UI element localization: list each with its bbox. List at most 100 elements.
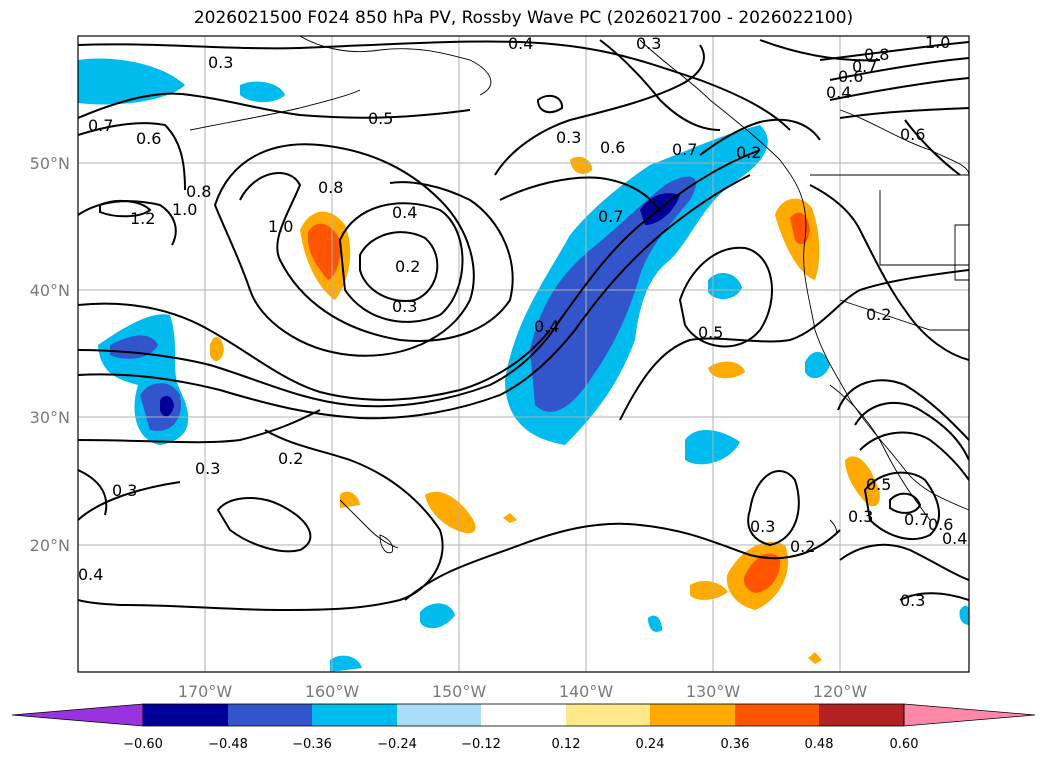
lat-label: 50°N [30,154,70,173]
positive-anomaly [340,491,360,508]
positive-anomaly [210,336,224,362]
colorbar-tick: −0.12 [461,737,501,752]
colorbar-tick: 0.12 [552,737,581,752]
contour-label: 0.3 [195,459,220,478]
lon-label: 150°W [432,682,487,701]
lon-label: 170°W [178,682,233,701]
contour-label: 0.4 [826,83,851,102]
contour-label: 0.7 [88,116,113,135]
lon-label: 120°W [813,682,868,701]
contour-label: 1.0 [925,33,950,52]
negative-anomaly [78,58,185,105]
negative-anomaly [160,395,174,417]
latitude-labels: 50°N 40°N 30°N 20°N [30,154,70,555]
colorbar: −0.60 −0.48 −0.36 −0.24 −0.12 0.12 0.24 … [11,703,1036,752]
colorbar-segment [819,704,904,726]
colorbar-segment [397,704,481,726]
lat-label: 20°N [30,536,70,555]
contour-label: 0.7 [852,57,877,76]
negative-anomaly [530,176,696,412]
positive-anomaly [808,652,822,664]
negative-anomaly [240,81,285,103]
positive-anomaly [743,553,781,593]
positive-anomaly [690,580,728,600]
colorbar-segment [481,704,566,726]
colorbar-tick: −0.60 [123,737,163,752]
coastlines [189,36,969,554]
negative-anomaly [959,605,969,625]
contour-label: 0.5 [368,109,393,128]
contour-label: 0.3 [556,128,581,147]
contour-label: 0.8 [318,178,343,197]
colorbar-segment [312,704,397,726]
contour-label: 0.4 [508,34,533,53]
map-area [78,36,969,672]
pv-contours [78,39,969,612]
positive-anomaly [570,156,592,174]
contour-label: 0.3 [848,507,873,526]
contour-label: 0.6 [928,515,953,534]
colorbar-tick: −0.48 [208,737,248,752]
contour-label: 0.5 [698,323,723,342]
lon-label: 160°W [305,682,360,701]
contour-label: 0.3 [208,53,233,72]
colorbar-segment [650,704,735,726]
contour-label: 1.0 [268,217,293,236]
contour-label: 0.8 [864,45,889,64]
negative-anomaly [708,273,742,300]
contour-label: 0.2 [736,143,761,162]
chart-title: 2026021500 F024 850 hPa PV, Rossby Wave … [193,8,854,28]
colorbar-tick: 0.36 [721,737,750,752]
contour-labels: 0.3 0.4 0.3 1.0 0.8 0.7 0.6 0.4 0.7 0.6 … [78,33,967,610]
contour-label: 0.8 [186,182,211,201]
contour-label: 0.7 [904,510,929,529]
contour-label: 0.4 [392,203,417,222]
contour-label: 0.6 [600,138,625,157]
contour-label: 0.7 [672,140,697,159]
positive-anomaly [708,361,745,379]
colorbar-segment [143,704,228,726]
colorbar-tick: 0.60 [890,737,919,752]
negative-anomaly [420,603,455,629]
lat-label: 40°N [30,281,70,300]
contour-label: 1.2 [130,209,155,228]
contour-label: 0.2 [790,537,815,556]
contour-label: 0.2 [395,257,420,276]
contour-label: 0.3 [112,481,137,500]
colorbar-tick: 0.48 [805,737,834,752]
map-frame [77,35,970,673]
negative-anomaly [805,351,830,379]
colorbar-segment [735,704,819,726]
positive-anomaly [845,456,880,507]
contour-label: 0.4 [534,317,559,336]
lat-label: 30°N [30,408,70,427]
colorbar-extend-max [903,703,1036,727]
colorbar-segment [566,704,650,726]
contour-label: 0.4 [942,529,967,548]
contour-label: 0.7 [598,207,623,226]
contour-label: 0.6 [900,125,925,144]
colorbar-extend-min [11,703,144,727]
colorbar-tick: −0.24 [377,737,417,752]
contour-label: 0.3 [750,517,775,536]
colorbar-tick: −0.36 [292,737,332,752]
negative-anomaly [330,655,362,672]
contour-label: 0.3 [900,591,925,610]
colorbar-segment [228,704,312,726]
lon-label: 140°W [559,682,614,701]
contour-label: 0.6 [838,67,863,86]
contour-label: 1.0 [172,200,197,219]
contour-label: 0.5 [866,475,891,494]
lon-label: 130°W [686,682,741,701]
contour-label: 0.3 [636,34,661,53]
negative-anomaly [648,615,662,632]
colorbar-frame [142,703,905,727]
positive-anomaly [425,491,476,534]
contour-label: 0.2 [278,449,303,468]
positive-anomaly [503,513,517,523]
longitude-labels: 170°W 160°W 150°W 140°W 130°W 120°W [178,682,868,701]
contour-label: 0.2 [866,305,891,324]
contour-label: 0.4 [78,565,103,584]
contour-label: 0.3 [392,297,417,316]
